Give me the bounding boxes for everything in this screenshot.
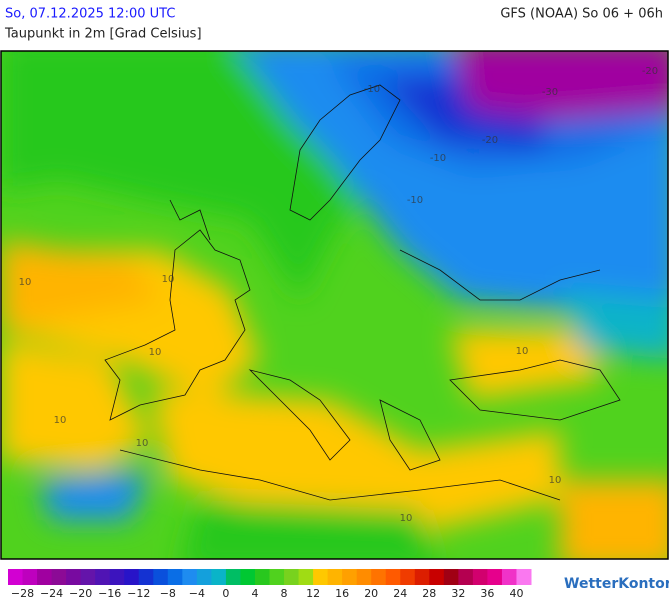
color-swatch [196,569,212,585]
color-swatch [458,569,474,585]
contour-label: -30 [542,87,558,98]
contour-label: 10 [136,438,149,449]
colorbar-tick-label: 28 [422,587,436,600]
contour-label: 10 [516,346,529,357]
color-swatch [298,569,314,585]
model-title: GFS (NOAA) So 06 + 06h [500,7,663,22]
colorbar-tick-label: 0 [222,587,229,600]
contour-label: 10 [19,277,32,288]
colorbar-tick-label: −8 [160,587,176,600]
color-swatch [167,569,183,585]
date-title: So, 07.12.2025 12:00 UTC [5,7,175,22]
contour-label: -10 [364,84,380,95]
colorbar-tick-label: −24 [40,587,63,600]
color-swatch [254,569,270,585]
color-swatch [66,569,82,585]
color-swatch [313,569,329,585]
contour-label: -20 [482,135,498,146]
colorbar-tick-label: 24 [393,587,407,600]
colorbar-tick-label: 8 [281,587,288,600]
color-swatch [269,569,285,585]
color-swatch [284,569,300,585]
contour-label: 10 [549,475,562,486]
color-swatch [429,569,445,585]
colorbar: −28 −24 −20 −16 −12 −8 −4 0 4 8 12 16 20 24 28 32 36 40 [8,569,532,600]
color-swatch [487,569,503,585]
color-swatch [371,569,387,585]
color-swatch [240,569,256,585]
color-swatch [182,569,198,585]
colorbar-tick-label: 16 [335,587,349,600]
map: -20 -30 -20 -10 -10 -10 10 10 10 10 10 10 10 10 [1,51,668,559]
color-swatch [109,569,125,585]
colorbar-tick-label: 4 [251,587,258,600]
colorbar-tick-label: −4 [189,587,205,600]
colorbar-tick-label: 20 [364,587,378,600]
coastlines [104,84,621,501]
contour-label: 10 [54,415,67,426]
color-swatch [472,569,488,585]
color-swatch [400,569,416,585]
color-swatch [95,569,111,585]
colorbar-tick-label: 40 [509,587,523,600]
color-swatch [138,569,154,585]
contour-label: 10 [400,513,413,524]
color-swatch [225,569,241,585]
colorbar-tick-label: 32 [451,587,465,600]
color-swatch [80,569,96,585]
colorbar-tick-label: −12 [127,587,150,600]
colorbar-tick-label: −20 [69,587,92,600]
color-swatch [414,569,430,585]
color-swatch [516,569,532,585]
contour-label: 10 [149,347,162,358]
color-swatch [51,569,67,585]
color-swatch [356,569,372,585]
contour-label: 10 [162,274,175,285]
logo: WetterKontor [564,576,669,592]
contour-label: -10 [430,153,446,164]
colorbar-tick-label: −28 [11,587,34,600]
color-swatch [153,569,169,585]
contour-label: -20 [642,66,658,77]
color-swatch [8,569,24,585]
subtitle: Taupunkt in 2m [Grad Celsius] [4,27,202,42]
color-swatch [124,569,140,585]
colorbar-tick-label: 12 [306,587,320,600]
map-frame [0,50,669,560]
color-swatch [37,569,53,585]
color-swatch [443,569,459,585]
color-swatch [22,569,38,585]
contour-label: -10 [407,195,423,206]
color-swatch [385,569,401,585]
color-swatch [342,569,358,585]
colorbar-tick-label: 36 [480,587,494,600]
color-swatch [501,569,517,585]
color-swatch [327,569,343,585]
colorbar-tick-label: −16 [98,587,121,600]
color-swatch [211,569,227,585]
